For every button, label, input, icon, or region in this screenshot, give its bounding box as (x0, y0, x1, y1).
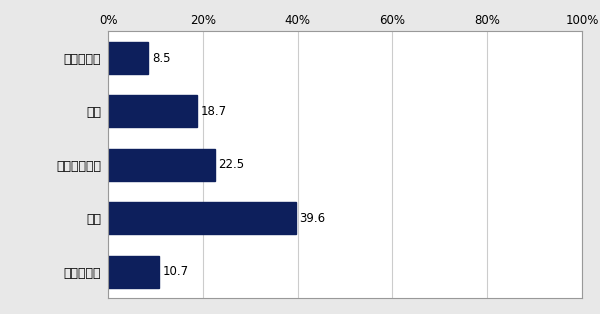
Bar (108, 202, 296, 234)
Bar (108, 95, 197, 127)
Text: 8.5: 8.5 (152, 51, 170, 65)
Text: 39.6: 39.6 (299, 212, 326, 225)
Bar (108, 149, 215, 181)
Bar (108, 42, 148, 74)
Text: 18.7: 18.7 (200, 105, 227, 118)
Text: 22.5: 22.5 (218, 158, 245, 171)
Bar (108, 256, 159, 288)
Text: 10.7: 10.7 (163, 265, 188, 278)
